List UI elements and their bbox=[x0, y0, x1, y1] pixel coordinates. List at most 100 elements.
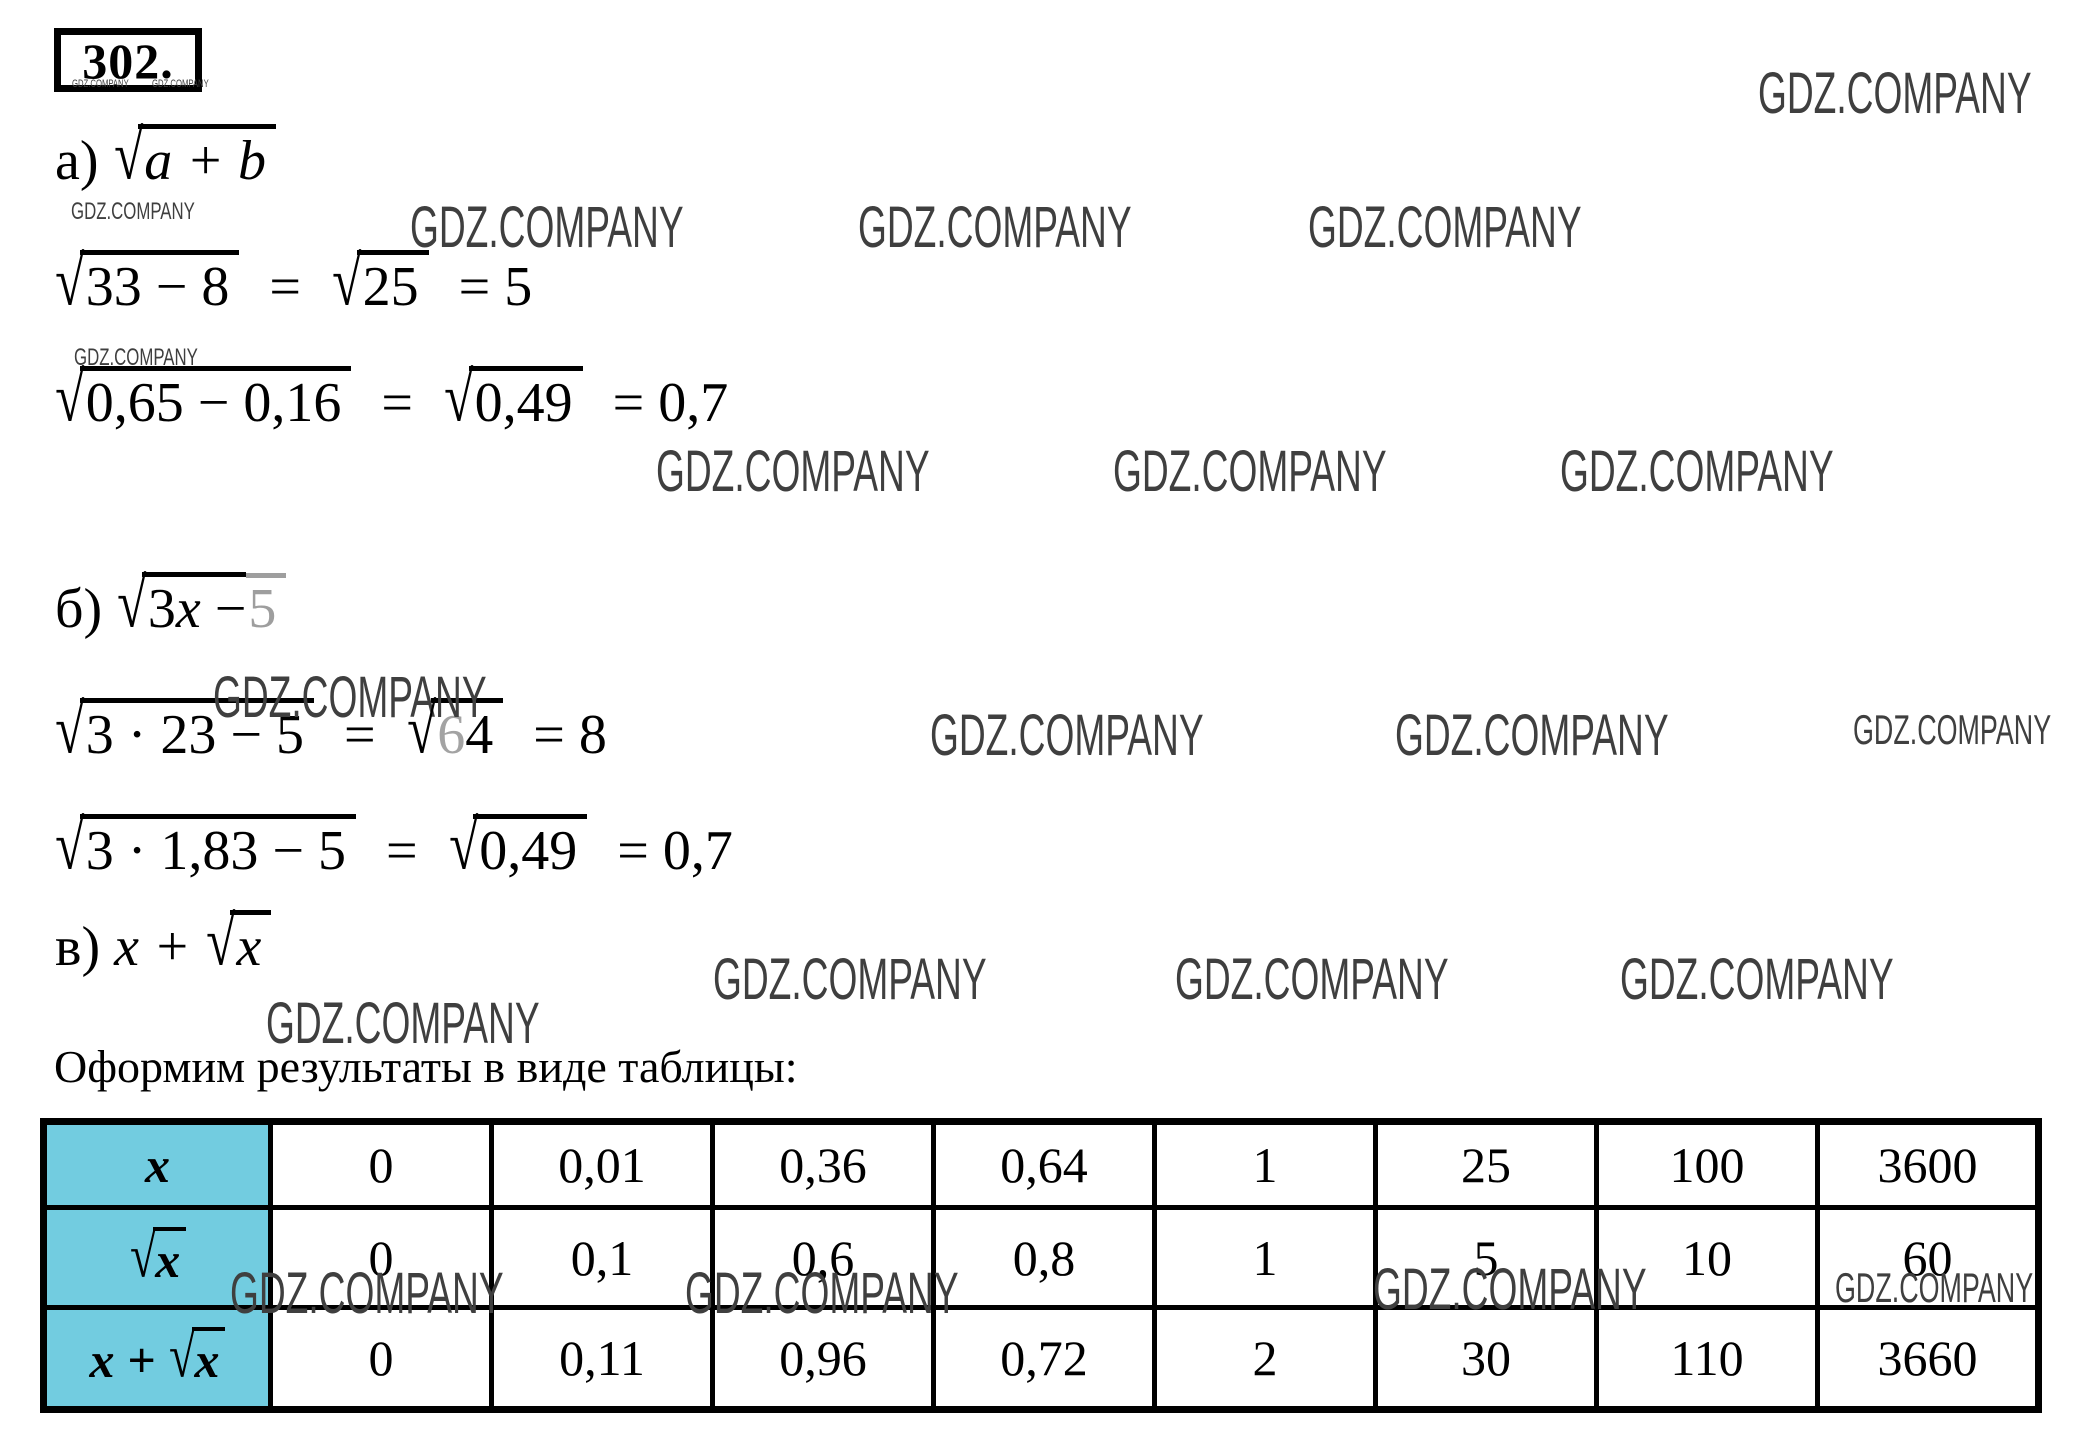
result: = 8 bbox=[533, 704, 607, 766]
radical-sign: √ bbox=[55, 691, 85, 769]
radicand: 3x − bbox=[141, 572, 247, 641]
watermark: GDZ.COMPANY bbox=[410, 195, 684, 260]
watermark: GDZ.COMPANY bbox=[74, 344, 198, 371]
table-row: √x 0 0,1 0,6 0,8 1 5 10 60 bbox=[41, 1205, 2041, 1310]
table-cell: 10 bbox=[1594, 1205, 1820, 1310]
sqrt-expression: √33 − 8 bbox=[54, 243, 240, 321]
table-caption: Оформим результаты в виде таблицы: bbox=[54, 1041, 798, 1092]
watermark: GDZ.COMPANY bbox=[858, 195, 1132, 260]
watermark: GDZ.COMPANY bbox=[72, 78, 129, 90]
table-cell: 1 bbox=[1152, 1205, 1378, 1310]
radical-sign: √ bbox=[55, 807, 85, 885]
watermark: GDZ.COMPANY bbox=[1395, 703, 1669, 768]
equals-sign: = bbox=[269, 256, 301, 318]
formula-a: а) √a + b bbox=[55, 117, 277, 195]
watermark: GDZ.COMPANY bbox=[1308, 195, 1582, 260]
table-cell: 3660 bbox=[1815, 1305, 2041, 1412]
formula-v: в) x + √x bbox=[55, 903, 272, 981]
watermark: GDZ.COMPANY bbox=[213, 665, 487, 730]
watermark: GDZ.COMPANY bbox=[685, 1261, 959, 1326]
radicand: 33 − 8 bbox=[79, 250, 240, 319]
radicand: 0,49 bbox=[468, 366, 583, 435]
formula-b: б) √3x − 5 bbox=[55, 565, 287, 643]
watermark: GDZ.COMPANY bbox=[1113, 439, 1387, 504]
radical-sign: √ bbox=[443, 359, 474, 437]
equals-sign: = bbox=[381, 372, 413, 434]
table-cell: 5 bbox=[1373, 1205, 1599, 1310]
watermark: GDZ.COMPANY bbox=[230, 1261, 504, 1326]
formula-a-numeric-1: √33 − 8 = √25 = 5 bbox=[54, 243, 533, 321]
table-row: x 0 0,01 0,36 0,64 1 25 100 3600 bbox=[41, 1119, 2041, 1210]
watermark: GDZ.COMPANY bbox=[1853, 706, 2052, 753]
radicand: 0,65 − 0,16 bbox=[79, 366, 352, 435]
table-cell: 25 bbox=[1373, 1119, 1599, 1210]
ghost-six: 6 bbox=[437, 704, 466, 766]
watermark: GDZ.COMPANY bbox=[713, 947, 987, 1012]
watermark: GDZ.COMPANY bbox=[71, 198, 195, 225]
radical-sign: √ bbox=[129, 1219, 156, 1290]
ghost-five: 5 bbox=[246, 573, 287, 640]
sqrt-expression: √0,49 bbox=[443, 359, 583, 437]
radical-sign: √ bbox=[55, 359, 85, 437]
radicand: 0,49 bbox=[473, 814, 588, 883]
table-cell: 0,8 bbox=[931, 1205, 1157, 1310]
radicand: 3 · 1,83 − 5 bbox=[79, 814, 356, 883]
formula-b-numeric-1: √3 · 23 − 5 = √64 = 8 bbox=[54, 691, 607, 769]
table-cell: 0,36 bbox=[710, 1119, 936, 1210]
radicand: 3 · 23 − 5 bbox=[79, 698, 314, 767]
table-cell: 0,72 bbox=[931, 1305, 1157, 1412]
table-row: x + √x 0 0,11 0,96 0,72 2 30 110 3660 bbox=[41, 1305, 2041, 1412]
table-cell: 100 bbox=[1594, 1119, 1820, 1210]
table-cell: 0 bbox=[268, 1205, 494, 1310]
table-cell: 0,64 bbox=[931, 1119, 1157, 1210]
sqrt-expression: √0,49 bbox=[448, 807, 588, 885]
equals-sign: = bbox=[343, 704, 376, 766]
table-cell: 30 bbox=[1373, 1305, 1599, 1412]
radicand: 64 bbox=[431, 698, 504, 767]
watermark: GDZ.COMPANY bbox=[1373, 1257, 1647, 1322]
variable-x: x bbox=[175, 578, 201, 640]
sqrt-expression: √64 bbox=[406, 691, 504, 769]
radical-sign: √ bbox=[168, 1320, 196, 1391]
table-cell: 0,6 bbox=[710, 1205, 936, 1310]
radical-sign: √ bbox=[406, 691, 436, 769]
results-table: x 0 0,01 0,36 0,64 1 25 100 3600 √x 0 0,… bbox=[40, 1118, 2042, 1413]
watermark: GDZ.COMPANY bbox=[1835, 1264, 2034, 1311]
radical-sign: √ bbox=[331, 243, 362, 321]
equals-sign: = bbox=[385, 820, 418, 882]
watermark: GDZ.COMPANY bbox=[656, 439, 930, 504]
table-cell: 110 bbox=[1594, 1305, 1820, 1412]
row-header-sqrt-x: √x bbox=[41, 1205, 273, 1310]
radical-sign: √ bbox=[448, 807, 478, 885]
item-label: б) bbox=[55, 578, 103, 640]
item-label: а) bbox=[55, 130, 99, 192]
sqrt-expression: √3 · 1,83 − 5 bbox=[54, 807, 356, 885]
watermark: GDZ.COMPANY bbox=[1620, 947, 1894, 1012]
formula-a-numeric-2: √0,65 − 0,16 = √0,49 = 0,7 bbox=[54, 359, 728, 437]
formula-b-numeric-2: √3 · 1,83 − 5 = √0,49 = 0,7 bbox=[54, 807, 733, 885]
sqrt-expression: √x bbox=[205, 903, 272, 981]
result: = 5 bbox=[458, 256, 533, 318]
watermark: GDZ.COMPANY bbox=[266, 991, 540, 1056]
table-cell: 0 bbox=[268, 1119, 494, 1210]
radical-sign: √ bbox=[113, 117, 143, 195]
radical-sign: √ bbox=[55, 243, 85, 321]
table-cell: 0,01 bbox=[489, 1119, 715, 1210]
variable-x: x + bbox=[114, 916, 205, 978]
sqrt-expression: √3x − 5 bbox=[116, 565, 287, 643]
radical-sign: √ bbox=[205, 903, 236, 981]
table-cell: 0 bbox=[268, 1305, 494, 1412]
table-cell: 3600 bbox=[1815, 1119, 2041, 1210]
table-cell: 0,96 bbox=[710, 1305, 936, 1412]
table-cell: 0,11 bbox=[489, 1305, 715, 1412]
sqrt-expression: √a + b bbox=[113, 117, 277, 195]
sqrt-expression: √0,65 − 0,16 bbox=[54, 359, 352, 437]
radicand: 25 bbox=[356, 250, 429, 319]
coefficient: 3 bbox=[147, 578, 176, 640]
problem-number-box: 302. bbox=[54, 28, 202, 92]
watermark: GDZ.COMPANY bbox=[152, 78, 209, 90]
table-cell: 60 bbox=[1815, 1205, 2041, 1310]
watermark: GDZ.COMPANY bbox=[1175, 947, 1449, 1012]
watermark: GDZ.COMPANY bbox=[1758, 61, 2032, 126]
